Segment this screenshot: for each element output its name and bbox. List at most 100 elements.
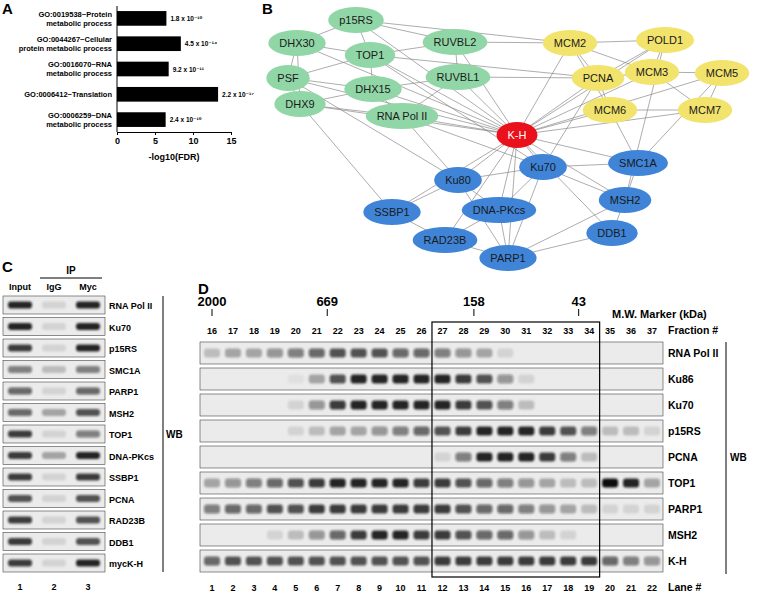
band: [393, 531, 409, 540]
band: [8, 538, 32, 545]
category-label-line: metabolic process: [46, 120, 112, 129]
band: [393, 349, 409, 358]
band: [351, 401, 367, 410]
band: [560, 453, 576, 462]
lane-number: 21: [626, 583, 636, 593]
marker-label: 2000: [198, 294, 227, 309]
node: DNA-PKcs: [462, 197, 537, 223]
lane-number: 6: [314, 583, 319, 593]
band: [602, 375, 618, 384]
band: [581, 453, 597, 462]
node-shape: [274, 91, 325, 117]
band: [267, 505, 283, 514]
band: [455, 557, 471, 566]
band: [8, 517, 32, 524]
lane-number: 7: [335, 583, 340, 593]
row-label: PCNA: [109, 495, 135, 505]
blot-row: PCNA: [3, 490, 135, 508]
node: SMC1A: [608, 150, 668, 176]
band: [581, 557, 597, 566]
band: [623, 427, 639, 436]
band: [288, 557, 304, 566]
band: [76, 345, 100, 352]
band: [623, 479, 639, 488]
band: [8, 345, 32, 352]
band: [42, 388, 66, 395]
band: [204, 531, 220, 540]
row-label: PARP1: [109, 387, 138, 397]
band: [497, 531, 513, 540]
band: [8, 366, 32, 373]
edge: [543, 78, 598, 167]
bar-annotation: 9.2 x 10⁻¹¹: [173, 66, 204, 73]
band: [246, 349, 262, 358]
node: Ku70: [519, 154, 567, 180]
band: [225, 531, 241, 540]
node-shape: [266, 65, 309, 91]
node: MCM5: [695, 60, 749, 86]
band: [351, 505, 367, 514]
band: [309, 427, 325, 436]
band: [225, 427, 241, 436]
band: [204, 427, 220, 436]
band: [267, 349, 283, 358]
node-label: MCM2: [554, 37, 586, 49]
band: [518, 401, 534, 410]
fraction-number: 18: [249, 326, 259, 336]
band: [644, 401, 660, 410]
x-tick-mark: [193, 132, 194, 135]
node: PSF: [266, 65, 309, 91]
band: [644, 531, 660, 540]
band: [330, 557, 346, 566]
node: MCM7: [678, 97, 732, 123]
bar: [117, 62, 169, 77]
fraction-number: 35: [605, 326, 615, 336]
node: DHX30: [268, 30, 325, 56]
node-shape: [413, 227, 478, 253]
blot-row: TOP1: [200, 472, 695, 494]
category-label-line: GO:0044267~Cellular: [37, 35, 112, 44]
node: RUVBL1: [426, 64, 491, 90]
bar: [117, 11, 166, 26]
node-shape: [423, 29, 488, 55]
band: [518, 557, 534, 566]
band: [644, 453, 660, 462]
band: [330, 427, 346, 436]
edges: [288, 20, 722, 258]
fraction-number: 33: [563, 326, 573, 336]
node-label: DDB1: [597, 227, 626, 239]
row-label: MSH2: [109, 409, 134, 419]
band: [330, 375, 346, 384]
band: [204, 349, 220, 358]
band: [288, 375, 304, 384]
fraction-title: Fraction #: [668, 324, 718, 336]
band: [372, 427, 388, 436]
marker-label: 158: [463, 294, 485, 309]
node-label: MSH2: [610, 194, 641, 206]
node-shape: [572, 65, 625, 91]
band: [330, 349, 346, 358]
band: [372, 557, 388, 566]
band: [518, 505, 534, 514]
fraction-number: 30: [500, 326, 510, 336]
band: [288, 401, 304, 410]
band: [76, 495, 100, 502]
x-tick: 15: [226, 132, 236, 146]
marker-title: M.W. Marker (kDa): [612, 308, 707, 320]
band: [267, 375, 283, 384]
band: [76, 388, 100, 395]
node-label: SSBP1: [374, 206, 409, 218]
x-tick-label: 5: [153, 136, 158, 146]
band: [476, 505, 492, 514]
blot-row: MSH2: [3, 404, 134, 422]
blot-strip: [3, 382, 105, 400]
band: [581, 349, 597, 358]
fraction-number: 17: [228, 326, 238, 336]
node: TOP1: [345, 42, 396, 68]
node: DHX9: [274, 91, 325, 117]
lane-number: 20: [605, 583, 615, 593]
category-label: GO:0006259~DNAmetabolic process: [46, 111, 112, 129]
node: PCNA: [572, 65, 625, 91]
lane-number: 13: [458, 583, 468, 593]
band: [539, 375, 555, 384]
